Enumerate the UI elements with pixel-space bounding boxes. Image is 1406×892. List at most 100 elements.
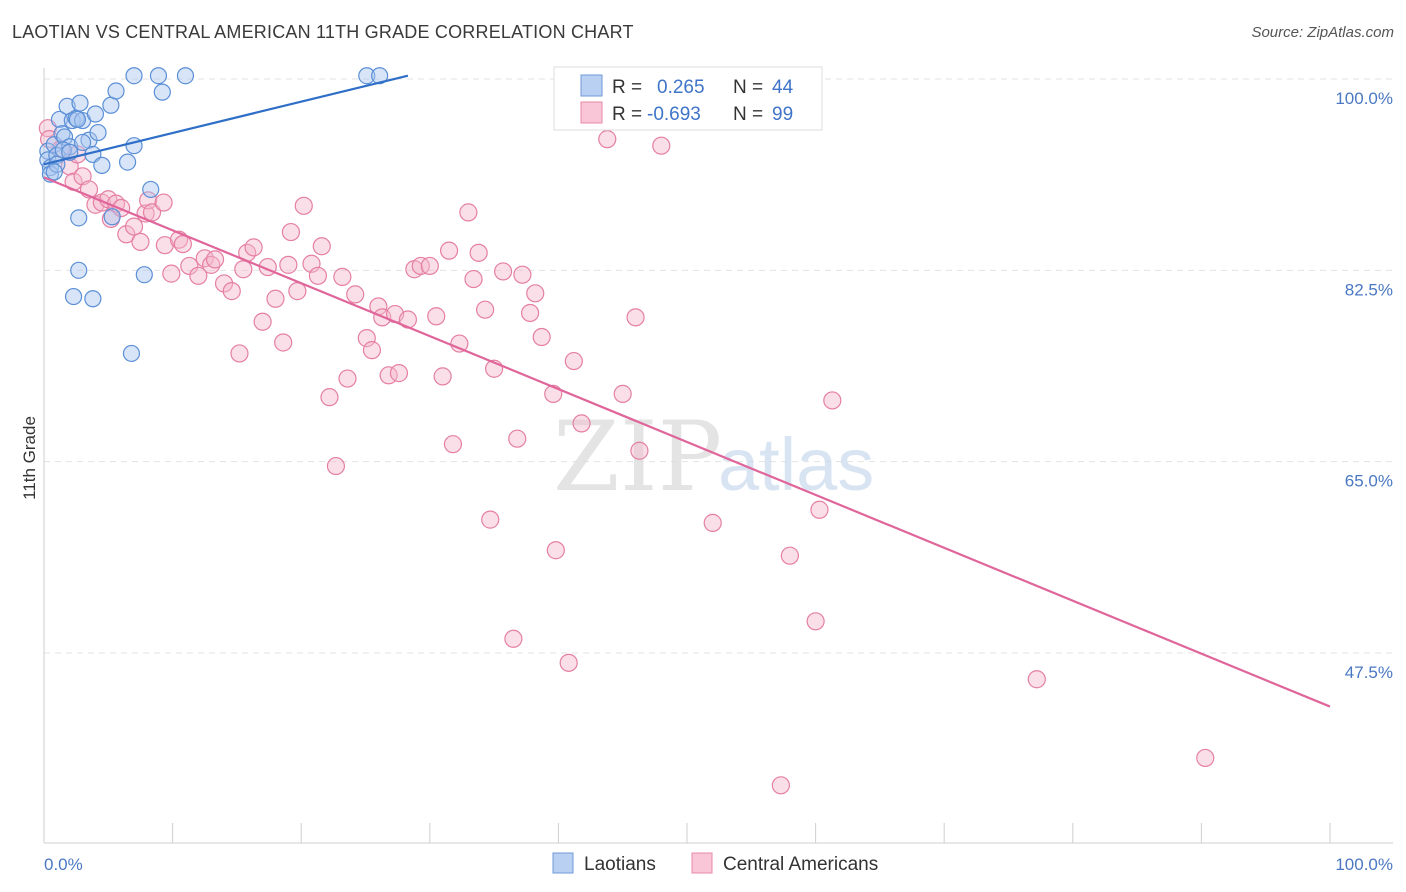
central-point-49	[333, 267, 352, 286]
central-point-31	[222, 282, 241, 301]
bottom-legend-label-central: Central Americans	[723, 854, 878, 875]
laotian-point-27	[125, 67, 143, 85]
x-tick-label-min: 0.0%	[44, 855, 83, 874]
central-point-45	[308, 266, 328, 285]
central-point-22	[162, 264, 181, 283]
laotian-point-17	[86, 105, 105, 123]
central-point-14	[117, 225, 136, 244]
central-point-40	[279, 255, 298, 274]
laotian-point-38	[54, 141, 72, 159]
laotian-point-41	[68, 110, 87, 129]
central-point-94	[806, 612, 825, 631]
y-tick-label-0: 100.0%	[1335, 89, 1393, 108]
laotian-point-25	[142, 180, 160, 199]
laotian-point-20	[107, 82, 125, 100]
central-point-16	[131, 232, 150, 252]
legend-n-label-laotians: N =	[733, 77, 763, 98]
y-tick-label-2: 65.0%	[1345, 472, 1393, 491]
x-tick-label-max: 100.0%	[1335, 855, 1393, 874]
laotian-point-23	[70, 209, 88, 227]
laotian-point-37	[122, 344, 141, 363]
central-point-30	[214, 274, 234, 293]
central-point-91	[703, 513, 722, 532]
central-point-85	[572, 414, 591, 433]
central-point-72	[481, 510, 500, 529]
central-point-80	[532, 327, 551, 347]
central-point-47	[320, 388, 339, 407]
central-point-84	[564, 351, 583, 371]
central-point-89	[626, 308, 645, 327]
central-point-95	[810, 500, 829, 519]
legend-r-label-central: R =	[612, 104, 642, 125]
y-tick-labels: 100.0% 82.5% 65.0% 47.5%	[1335, 89, 1393, 682]
bottom-legend-label-laotians: Laotians	[584, 854, 656, 875]
laotian-point-42	[45, 163, 63, 181]
central-point-71	[475, 300, 495, 319]
central-point-38	[266, 289, 285, 308]
central-point-87	[613, 384, 632, 403]
laotian-point-18	[89, 123, 107, 142]
central-point-79	[526, 284, 545, 303]
central-point-75	[504, 629, 523, 648]
chart-source: Source: ZipAtlas.com	[1251, 24, 1394, 41]
laotian-point-35	[64, 287, 83, 306]
central-point-35	[244, 238, 263, 257]
central-point-66	[443, 435, 463, 454]
trend-line-laotians	[43, 74, 409, 166]
chart-title: LAOTIAN VS CENTRAL AMERICAN 11TH GRADE C…	[12, 22, 634, 42]
laotian-point-33	[70, 261, 88, 279]
central-point-46	[312, 237, 331, 256]
y-tick-label-3: 47.5%	[1345, 663, 1393, 682]
series-central-americans	[38, 119, 1215, 795]
central-point-68	[459, 203, 478, 222]
central-point-32	[230, 344, 249, 363]
central-point-52	[357, 329, 376, 348]
legend-r-value-central: -0.693	[647, 104, 701, 125]
bottom-legend-swatch-laotians	[552, 852, 574, 874]
central-point-74	[494, 262, 513, 281]
laotian-point-29	[153, 83, 171, 101]
central-point-20	[154, 193, 173, 212]
laotian-point-19	[102, 96, 120, 114]
central-point-82	[546, 541, 565, 560]
laotian-point-34	[135, 266, 153, 284]
central-point-51	[346, 285, 365, 304]
central-point-67	[450, 334, 469, 353]
laotian-point-6	[50, 110, 69, 129]
laotian-point-21	[118, 153, 137, 171]
central-point-93	[780, 546, 799, 565]
laotian-point-8	[55, 128, 74, 146]
x-tick-labels: 0.0% 100.0%	[44, 855, 1393, 874]
central-point-65	[439, 241, 459, 260]
central-point-50	[338, 369, 357, 388]
laotian-point-24	[103, 208, 121, 226]
legend-r-label-laotians: R =	[612, 77, 642, 98]
central-point-78	[521, 303, 540, 323]
laotian-point-36	[84, 290, 102, 308]
axes	[43, 68, 1393, 844]
central-point-29	[205, 250, 225, 269]
central-point-62	[420, 256, 439, 276]
legend-n-value-laotians: 44	[772, 77, 794, 98]
trend-line-central-americans	[43, 176, 1331, 708]
central-point-92	[771, 776, 790, 795]
central-point-64	[433, 367, 452, 386]
central-point-76	[508, 429, 527, 448]
trend-lines	[43, 74, 1331, 708]
central-point-69	[464, 269, 483, 289]
central-point-43	[294, 196, 313, 215]
laotian-point-13	[71, 94, 89, 112]
central-point-83	[559, 653, 578, 672]
laotian-point-31	[358, 67, 376, 85]
central-point-21	[155, 236, 174, 255]
y-axis-label: 11th Grade	[20, 416, 39, 500]
legend-n-label-central: N =	[733, 104, 763, 125]
series-legend: Laotians Central Americans	[552, 852, 878, 875]
central-point-48	[326, 456, 346, 476]
central-point-36	[253, 312, 272, 331]
central-point-39	[274, 333, 293, 352]
central-point-41	[281, 222, 301, 242]
watermark-zip: ZIP	[553, 401, 722, 513]
central-point-18	[139, 191, 158, 210]
legend-r-value-laotians: 0.265	[657, 77, 705, 98]
